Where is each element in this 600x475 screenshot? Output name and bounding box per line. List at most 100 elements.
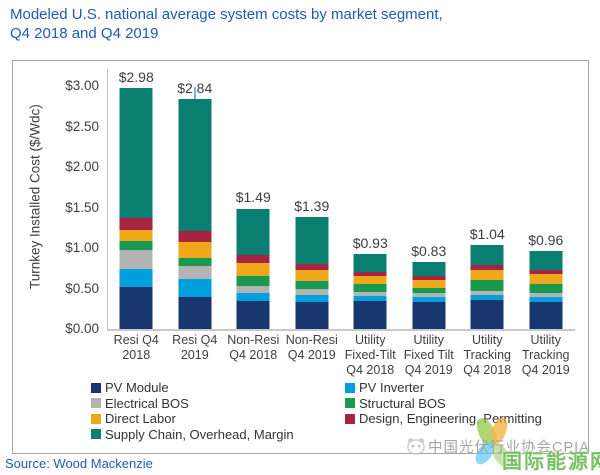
x-category-label-line: Q4 2018	[346, 363, 395, 377]
bar-segment-electrical-bos	[529, 293, 563, 298]
bar-segment-pv-inverter	[529, 297, 563, 302]
legend-label: Direct Labor	[105, 411, 176, 427]
x-category-label-line: Resi Q4	[172, 333, 218, 347]
bar-column-3: $1.49	[224, 61, 283, 329]
x-category-label: Utility Tracking Q4 2019	[517, 333, 576, 378]
legend-swatch-design-engineering-permitting	[345, 413, 355, 424]
x-category-label: Utility Fixed Tilt Q4 2019	[400, 333, 459, 378]
bar-stack	[412, 261, 446, 329]
x-category-label-line: Resi Q4	[113, 333, 159, 347]
bar-total-label: $1.49	[235, 189, 271, 206]
bar-segment-structural-bos	[412, 287, 446, 294]
legend-item-structural-bos: Structural BOS	[345, 396, 542, 412]
bar-segment-pv-inverter	[353, 295, 387, 301]
y-axis-line	[107, 69, 108, 329]
bar-stack	[529, 251, 563, 329]
x-category-label: Utility Fixed-Tilt Q4 2018	[341, 333, 400, 378]
panda-logo-icon	[407, 438, 425, 455]
legend-label: Electrical BOS	[105, 395, 189, 411]
bar-segment-pv-inverter	[470, 295, 504, 300]
y-axis-tick-label: $2.50	[65, 118, 99, 134]
bar-segment-pv-module	[295, 301, 329, 329]
legend-item-supply-chain-overhead-margin: Supply Chain, Overhead, Margin	[91, 427, 294, 443]
bar-column-5: $0.93	[341, 61, 400, 329]
bar-segment-pv-inverter	[295, 295, 329, 302]
x-category-label-line: Utility	[354, 333, 386, 347]
bar-segment-structural-bos	[353, 283, 387, 292]
x-category-label-line: Fixed-Tilt	[344, 348, 396, 362]
bar-segment-structural-bos	[295, 281, 329, 290]
legend-item-pv-module: PV Module	[91, 380, 294, 396]
y-axis-tick-label: $3.00	[65, 78, 99, 94]
bar-segment-supply-chain-overhead-margin	[353, 253, 387, 272]
bar-column-6: $0.83	[400, 61, 459, 329]
y-axis-tick-label: $0.00	[65, 321, 99, 336]
x-category-label-line: Q4 2019	[404, 363, 453, 377]
bar-column-1: $2.98	[107, 61, 166, 329]
x-category-label-line: 2018	[122, 348, 151, 362]
bar-segment-pv-inverter	[412, 297, 446, 302]
watermark-cpia-text: 中国光伏行业协会CPIA	[428, 440, 590, 456]
error-bar-marker	[194, 87, 196, 99]
y-axis-tick-label: $1.00	[65, 240, 99, 256]
bar-column-2: $2.84	[166, 61, 225, 329]
bar-segment-pv-inverter	[178, 278, 212, 298]
y-axis-tick-label: $1.50	[65, 199, 99, 215]
bar-segment-structural-bos	[470, 279, 504, 292]
bar-segment-pv-module	[178, 297, 212, 329]
bar-segment-electrical-bos	[295, 289, 329, 296]
chart-title-line1: Modeled U.S. national average system cos…	[10, 6, 443, 23]
bar-stack	[178, 99, 212, 329]
bar-segment-design-engineering-permitting	[295, 264, 329, 270]
legend-item-pv-inverter: PV Inverter	[345, 380, 542, 396]
legend-swatch-electrical-bos	[91, 398, 101, 409]
x-category-label-line: Q4 2019	[521, 363, 570, 377]
x-category-label-line: 2019	[180, 348, 209, 362]
bar-stack	[470, 244, 504, 329]
legend-swatch-direct-labor	[91, 413, 101, 424]
bar-total-label: $1.39	[294, 197, 330, 214]
x-category-label: Non-Resi Q4 2018	[224, 333, 283, 363]
bar-segment-supply-chain-overhead-margin	[236, 208, 270, 256]
bar-segment-design-engineering-permitting	[236, 255, 270, 263]
bar-segment-structural-bos	[178, 257, 212, 266]
legend-label: PV Inverter	[359, 380, 425, 396]
x-category-label: Resi Q4 2019	[166, 333, 225, 363]
leaf-logo-icon	[475, 417, 510, 467]
bar-column-8: $0.96	[517, 61, 576, 329]
bar-total-label: $0.96	[528, 232, 564, 249]
bar-segment-direct-labor	[119, 229, 153, 241]
legend-swatch-pv-inverter	[345, 382, 355, 393]
x-axis-line	[107, 329, 575, 331]
bar-segment-pv-module	[412, 301, 446, 329]
y-axis-tick-label: $2.00	[65, 159, 99, 175]
bar-segment-design-engineering-permitting	[119, 218, 153, 230]
bar-column-4: $1.39	[283, 61, 342, 329]
x-category-label: Resi Q4 2018	[107, 333, 166, 363]
x-category-label-line: Q4 2019	[287, 348, 336, 362]
bar-segment-direct-labor	[470, 270, 504, 280]
x-category-label-line: Fixed Tilt	[403, 348, 454, 362]
x-category-label-line: Utility	[413, 333, 445, 347]
bar-segment-supply-chain-overhead-margin	[529, 251, 563, 270]
x-category-label-line: Tracking	[463, 348, 511, 362]
bar-segment-supply-chain-overhead-margin	[412, 261, 446, 276]
bar-segment-direct-labor	[236, 262, 270, 277]
bar-stack	[119, 87, 153, 329]
bar-segment-supply-chain-overhead-margin	[119, 87, 153, 219]
bar-segment-pv-inverter	[119, 269, 153, 287]
x-category-label-line: Q4 2018	[229, 348, 278, 362]
bar-segment-pv-module	[470, 299, 504, 329]
legend-swatch-structural-bos	[345, 398, 355, 409]
chart-container: Turnkey Installed Cost ($/Wdc) $2.98$2.8…	[12, 60, 600, 473]
bar-segment-pv-module	[119, 286, 153, 329]
bar-total-label: $0.93	[352, 234, 388, 251]
legend-label: Structural BOS	[359, 395, 446, 411]
bar-segment-design-engineering-permitting	[470, 265, 504, 270]
bar-segment-structural-bos	[236, 276, 270, 287]
bar-stack	[236, 208, 270, 329]
bar-segment-supply-chain-overhead-margin	[295, 216, 329, 265]
bar-segment-direct-labor	[295, 269, 329, 282]
legend-swatch-pv-module	[91, 382, 101, 393]
